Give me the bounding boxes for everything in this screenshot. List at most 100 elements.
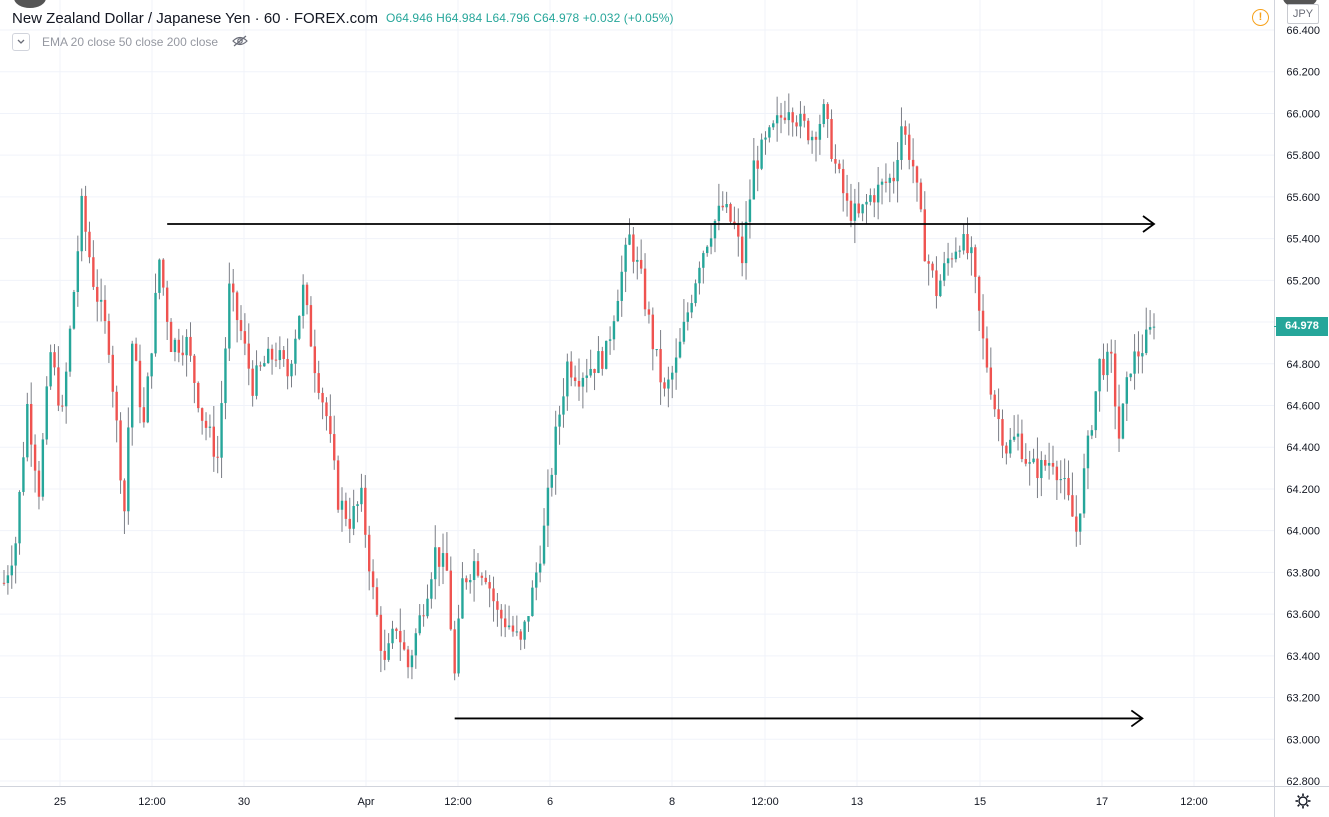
candle[interactable]: [99, 278, 103, 322]
candle[interactable]: [1133, 334, 1136, 390]
candle[interactable]: [1016, 414, 1020, 451]
candle[interactable]: [993, 390, 996, 417]
candle[interactable]: [845, 174, 849, 217]
candle[interactable]: [919, 178, 923, 213]
candle[interactable]: [216, 435, 219, 474]
candle[interactable]: [45, 376, 48, 445]
candle[interactable]: [1012, 415, 1016, 442]
candle[interactable]: [26, 392, 29, 462]
candle[interactable]: [239, 305, 243, 341]
candle[interactable]: [682, 299, 686, 345]
candle[interactable]: [694, 279, 697, 307]
symbol-title[interactable]: New Zealand Dollar / Japanese Yen · 60 ·…: [12, 9, 379, 27]
candle[interactable]: [1063, 458, 1066, 500]
candle[interactable]: [414, 628, 418, 669]
candle[interactable]: [779, 102, 783, 134]
candle[interactable]: [453, 620, 456, 681]
candle[interactable]: [740, 221, 744, 277]
candle[interactable]: [861, 203, 864, 222]
candle[interactable]: [18, 490, 21, 555]
candle[interactable]: [1067, 460, 1070, 501]
candle[interactable]: [818, 114, 822, 155]
candle[interactable]: [667, 366, 670, 408]
candle[interactable]: [220, 380, 223, 479]
candle[interactable]: [686, 302, 689, 331]
candle[interactable]: [367, 525, 371, 591]
candle[interactable]: [1044, 454, 1047, 471]
candle[interactable]: [72, 289, 76, 330]
candle[interactable]: [876, 166, 880, 220]
candle[interactable]: [927, 254, 930, 286]
candle[interactable]: [507, 605, 511, 630]
candle[interactable]: [165, 280, 169, 340]
candle[interactable]: [589, 349, 592, 378]
candle[interactable]: [228, 262, 231, 362]
candle[interactable]: [127, 407, 130, 525]
candle[interactable]: [383, 629, 386, 671]
settings-gear-icon[interactable]: [1294, 792, 1312, 810]
candle[interactable]: [573, 365, 577, 387]
candle[interactable]: [294, 329, 297, 376]
candle[interactable]: [655, 348, 658, 357]
candle[interactable]: [251, 360, 254, 407]
candle[interactable]: [570, 351, 573, 387]
candle[interactable]: [29, 382, 33, 467]
currency-label[interactable]: JPY: [1287, 4, 1319, 24]
candle[interactable]: [1040, 451, 1043, 497]
candle[interactable]: [426, 584, 429, 619]
candle[interactable]: [624, 237, 627, 293]
candle[interactable]: [53, 344, 56, 376]
candle[interactable]: [61, 394, 64, 412]
candle[interactable]: [678, 328, 682, 359]
candle[interactable]: [181, 335, 184, 366]
candle[interactable]: [37, 461, 41, 510]
candle[interactable]: [329, 394, 332, 443]
candle[interactable]: [480, 572, 484, 586]
candle[interactable]: [185, 329, 188, 377]
candle[interactable]: [768, 125, 771, 143]
candle[interactable]: [204, 412, 208, 441]
candle[interactable]: [387, 633, 390, 662]
candle[interactable]: [1129, 373, 1132, 382]
candle[interactable]: [954, 237, 958, 263]
resistance-arrow[interactable]: [167, 215, 1156, 233]
candle[interactable]: [1001, 409, 1004, 459]
candle[interactable]: [410, 649, 414, 680]
candle[interactable]: [717, 183, 721, 231]
candle[interactable]: [597, 336, 600, 374]
candle[interactable]: [352, 489, 355, 536]
warning-icon[interactable]: !: [1252, 9, 1269, 26]
candle[interactable]: [706, 245, 709, 257]
candle[interactable]: [76, 235, 80, 307]
candle[interactable]: [737, 208, 740, 257]
candle[interactable]: [663, 377, 666, 397]
candle[interactable]: [371, 559, 375, 600]
candle[interactable]: [702, 250, 705, 284]
candle[interactable]: [760, 133, 763, 171]
candle[interactable]: [360, 473, 363, 512]
candle[interactable]: [356, 501, 359, 523]
candle[interactable]: [558, 405, 561, 445]
candle[interactable]: [64, 362, 68, 424]
candle[interactable]: [1071, 472, 1074, 517]
candle[interactable]: [632, 226, 635, 274]
candle[interactable]: [826, 102, 829, 138]
candle[interactable]: [290, 359, 293, 388]
candle[interactable]: [1059, 460, 1062, 494]
candle[interactable]: [150, 352, 153, 389]
candle[interactable]: [309, 296, 313, 348]
candle[interactable]: [939, 274, 942, 298]
candle[interactable]: [550, 467, 554, 497]
chevron-down-icon[interactable]: [12, 33, 30, 51]
candle[interactable]: [1102, 343, 1105, 380]
candle[interactable]: [849, 183, 853, 228]
candle[interactable]: [977, 275, 981, 332]
candle[interactable]: [430, 572, 433, 609]
candle[interactable]: [935, 256, 938, 309]
candle[interactable]: [639, 239, 643, 274]
candle[interactable]: [772, 120, 775, 131]
candle[interactable]: [643, 253, 647, 317]
candle[interactable]: [892, 161, 895, 194]
candle[interactable]: [232, 268, 235, 312]
